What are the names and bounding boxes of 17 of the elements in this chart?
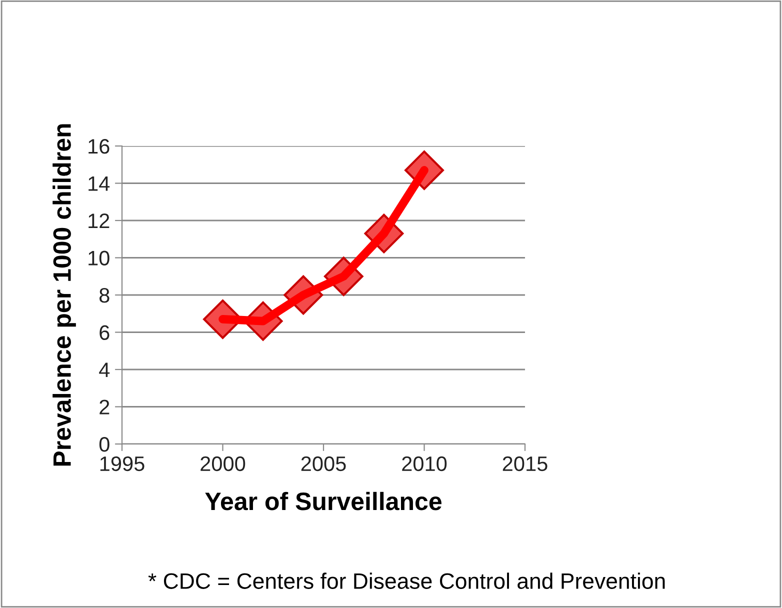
x-tick-label: 2000	[200, 456, 246, 472]
x-tick-label: 1995	[100, 456, 144, 472]
x-tick-label: 2015	[502, 456, 548, 472]
x-tick-label: 2010	[402, 456, 447, 472]
y-tick-label: 12	[88, 214, 110, 228]
y-tick-label: 10	[88, 250, 110, 266]
y-tick-label: 4	[99, 362, 110, 378]
x-tick-label: 2005	[301, 456, 346, 472]
x-axis-title: Year of Surveillance	[205, 492, 442, 510]
text: * CDC = Centers for Disease Control and Prevention	[148, 572, 665, 589]
y-tick-label: 6	[100, 325, 110, 340]
y-tick-label: 14	[88, 176, 110, 191]
y-tick-label: 0	[99, 437, 110, 452]
y-tick-label: 8	[100, 288, 110, 303]
y-tick-label: 16	[88, 139, 110, 154]
y-axis-title: Prevalence per 1000 children	[52, 124, 76, 466]
y-tick-label: 2	[100, 400, 110, 414]
